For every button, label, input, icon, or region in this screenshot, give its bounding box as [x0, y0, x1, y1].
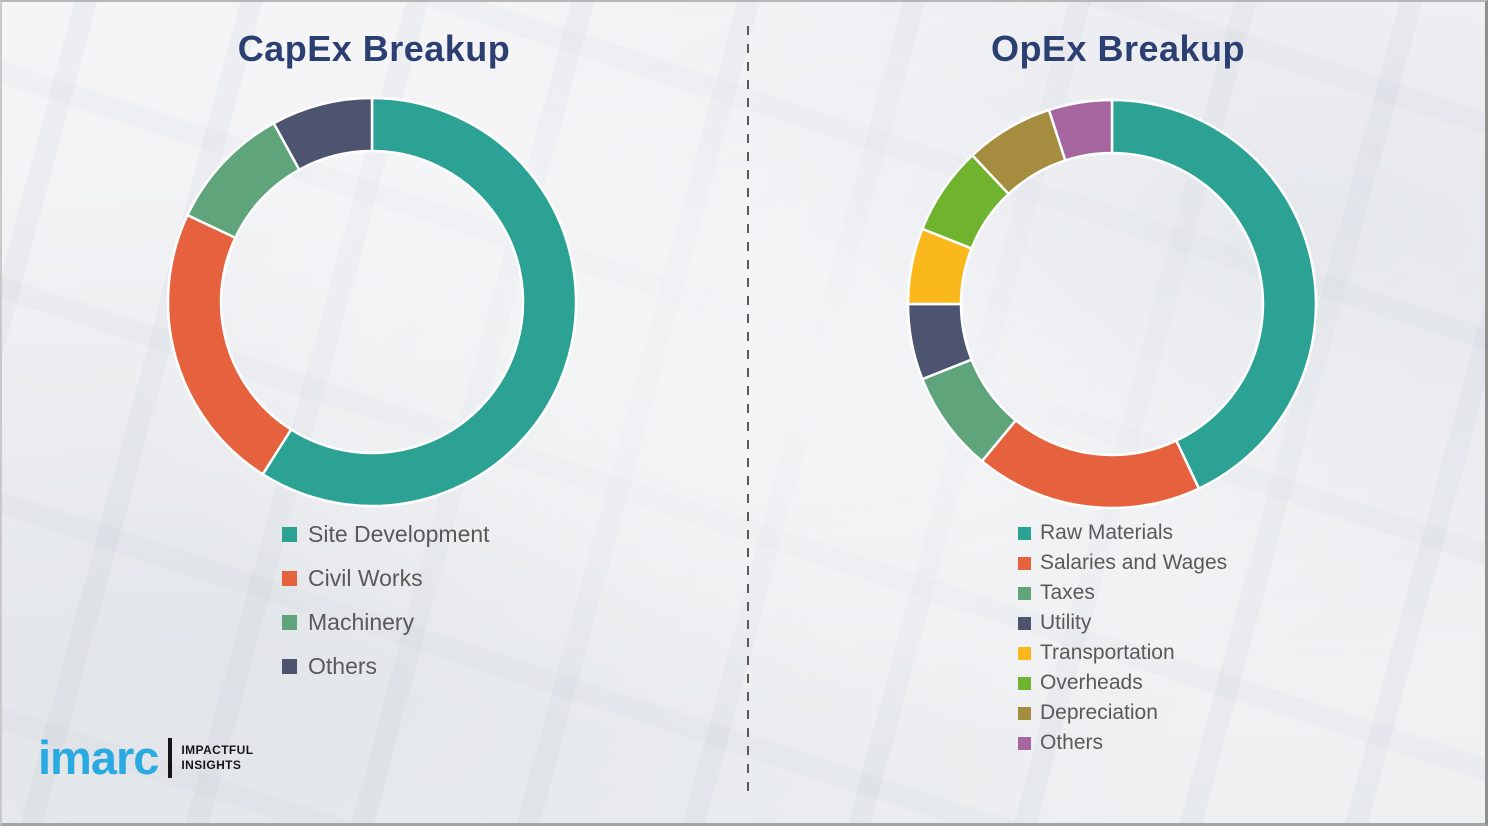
tagline-line-2: INSIGHTS — [181, 757, 242, 772]
legend-label: Taxes — [1040, 581, 1095, 604]
legend-item-others: Others — [1018, 728, 1227, 758]
legend-swatch-transportation — [1018, 646, 1031, 660]
legend-swatch-civil-works — [282, 570, 297, 586]
legend-label: Overheads — [1040, 671, 1143, 694]
legend-item-utility: Utility — [1018, 608, 1227, 638]
legend-label: Utility — [1040, 611, 1092, 634]
donut-segment-others — [1047, 98, 1114, 162]
legend-item-transportation: Transportation — [1018, 638, 1227, 668]
capex-chart-title: CapEx Breakup — [237, 28, 511, 69]
opex-chart-title: OpEx Breakup — [990, 28, 1246, 69]
legend-item-raw-materials: Raw Materials — [1018, 518, 1227, 548]
legend-label: Salaries and Wages — [1040, 551, 1228, 574]
imarc-logo-wordmark: imarc — [38, 731, 159, 784]
opex-donut-chart — [906, 98, 1318, 510]
legend-swatch-overheads — [1018, 676, 1031, 690]
legend-label: Site Development — [308, 520, 490, 547]
donut-segment-site-development — [261, 96, 578, 508]
logo-divider-bar — [168, 737, 173, 778]
legend-swatch-machinery — [282, 614, 297, 630]
legend-label: Civil Works — [308, 564, 423, 591]
legend-label: Depreciation — [1040, 701, 1158, 724]
donut-segment-raw-materials — [1110, 98, 1318, 490]
legend-item-depreciation: Depreciation — [1018, 698, 1227, 728]
legend-swatch-others — [282, 658, 297, 674]
legend-label: Machinery — [308, 608, 415, 635]
donut-segment-civil-works — [166, 213, 293, 476]
legend-label: Raw Materials — [1040, 521, 1174, 544]
donut-segment-others — [272, 96, 374, 171]
legend-item-civil-works: Civil Works — [282, 556, 490, 600]
legend-item-machinery: Machinery — [282, 600, 490, 644]
legend-swatch-site-development — [282, 526, 297, 542]
legend-item-others: Others — [282, 644, 490, 688]
dashed-divider-line — [747, 26, 749, 792]
legend-item-salaries-and-wages: Salaries and Wages — [1018, 548, 1227, 578]
legend-swatch-salaries-and-wages — [1018, 556, 1031, 570]
capex-legend: Site Development Civil Works Machinery Othe… — [282, 512, 490, 688]
legend-swatch-taxes — [1018, 586, 1031, 600]
legend-swatch-depreciation — [1018, 706, 1031, 720]
legend-swatch-others — [1018, 736, 1031, 750]
legend-label: Others — [1040, 731, 1104, 754]
legend-swatch-utility — [1018, 616, 1031, 630]
legend-item-overheads: Overheads — [1018, 668, 1227, 698]
donut-segment-salaries-and-wages — [980, 419, 1201, 510]
legend-label: Transportation — [1040, 641, 1175, 664]
legend-swatch-raw-materials — [1018, 526, 1031, 540]
legend-label: Others — [308, 652, 378, 679]
capex-donut-chart — [166, 96, 578, 508]
imarc-logo: imarc IMPACTFUL INSIGHTS — [38, 734, 253, 781]
legend-item-site-development: Site Development — [282, 512, 490, 556]
opex-legend: Raw Materials Salaries and Wages Taxes Util… — [1018, 518, 1227, 758]
legend-item-taxes: Taxes — [1018, 578, 1227, 608]
imarc-logo-tagline: IMPACTFUL INSIGHTS — [181, 743, 253, 773]
tagline-line-1: IMPACTFUL — [181, 742, 254, 757]
